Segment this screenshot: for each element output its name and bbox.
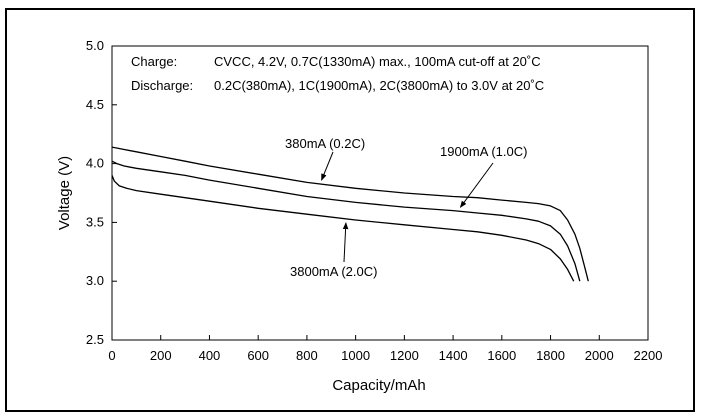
- annotation-3800ma-arrow: [342, 222, 349, 263]
- annotation-3800ma-label: 3800mA (2.0C): [290, 264, 377, 279]
- x-tick-label: 0: [108, 348, 115, 363]
- discharge-note-label: Discharge:: [131, 78, 193, 93]
- annotation-1900ma-label: 1900mA (1.0C): [440, 144, 527, 159]
- y-tick-label: 4.5: [86, 97, 104, 112]
- x-tick-label: 1200: [390, 348, 419, 363]
- y-tick-label: 3.0: [86, 273, 104, 288]
- x-tick-label: 2200: [634, 348, 663, 363]
- annotation-380ma-label: 380mA (0.2C): [285, 136, 365, 151]
- x-tick-label: 1400: [439, 348, 468, 363]
- series-line-1900ma-curve: [111, 160, 581, 282]
- y-tick-label: 2.5: [86, 332, 104, 347]
- y-tick-label: 4.0: [86, 156, 104, 171]
- chart-frame: [5, 8, 695, 412]
- x-tick-label: 200: [150, 348, 172, 363]
- y-tick-label: 5.0: [86, 38, 104, 53]
- series-line-3800ma-curve: [111, 175, 575, 282]
- y-axis-label: Voltage (V): [56, 156, 73, 230]
- annotation-1900ma-arrow: [459, 162, 494, 208]
- x-axis-label: Capacity/mAh: [332, 377, 425, 394]
- x-tick-label: 600: [247, 348, 269, 363]
- plot-area: [111, 45, 649, 341]
- series-line-380ma-curve: [111, 146, 589, 282]
- discharge-note-text: 0.2C(380mA), 1C(1900mA), 2C(3800mA) to 3…: [214, 78, 544, 93]
- charge-note-text: CVCC, 4.2V, 0.7C(1330mA) max., 100mA cut…: [214, 54, 541, 69]
- annotation-380ma-arrow: [321, 151, 334, 181]
- x-tick-label: 400: [199, 348, 221, 363]
- x-tick-label: 2000: [585, 348, 614, 363]
- x-tick-label: 800: [296, 348, 318, 363]
- x-tick-label: 1000: [341, 348, 370, 363]
- x-tick-label: 1600: [487, 348, 516, 363]
- charge-note-label: Charge:: [131, 54, 177, 69]
- x-tick-label: 1800: [536, 348, 565, 363]
- y-tick-label: 3.5: [86, 214, 104, 229]
